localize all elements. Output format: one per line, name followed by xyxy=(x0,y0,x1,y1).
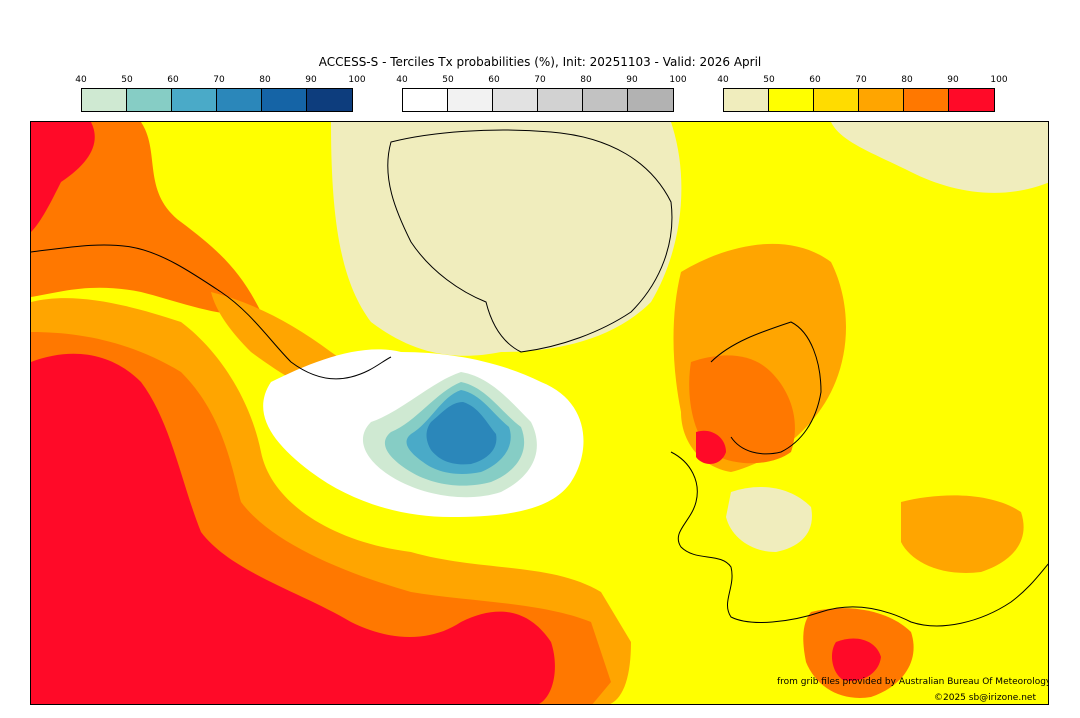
colorbar-near-normal: 40 50 60 70 80 90 100 xyxy=(396,75,687,115)
colorbar-tick: 40 xyxy=(75,75,87,85)
colorbar-swatch xyxy=(82,89,127,111)
colorbar-tick: 80 xyxy=(259,75,271,85)
colorbar-tick: 60 xyxy=(809,75,821,85)
colorbar-tick: 90 xyxy=(626,75,638,85)
colorbar-swatch xyxy=(904,89,949,111)
colorbar-tick: 70 xyxy=(855,75,867,85)
colorbar-below-normal: 40 50 60 70 80 90 100 xyxy=(75,75,366,115)
colorbar-tick: 60 xyxy=(488,75,500,85)
field-90-100-norway xyxy=(696,430,726,464)
colorbar-ticks: 40 50 60 70 80 90 100 xyxy=(396,75,686,88)
colorbar-tick: 100 xyxy=(348,75,366,85)
colorbar-swatch xyxy=(172,89,217,111)
colorbar-tick: 80 xyxy=(580,75,592,85)
colorbar-swatches xyxy=(723,88,995,112)
field-90-100-sw xyxy=(31,353,555,704)
field-80-90-nw xyxy=(31,122,261,315)
colorbar-swatches xyxy=(81,88,353,112)
colorbar-swatch xyxy=(217,89,262,111)
field-40-50-central-europe xyxy=(726,487,812,552)
coastline-scandinavia xyxy=(710,321,822,455)
colorbar-swatch xyxy=(628,89,673,111)
colorbar-tick: 100 xyxy=(669,75,687,85)
probability-map[interactable]: from grib files provided by Australian B… xyxy=(30,121,1049,705)
colorbar-swatch xyxy=(307,89,352,111)
colorbar-tick: 80 xyxy=(901,75,913,85)
colorbar-swatch xyxy=(814,89,859,111)
colorbar-swatch xyxy=(493,89,538,111)
colorbar-tick: 90 xyxy=(305,75,317,85)
colorbar-swatch xyxy=(127,89,172,111)
map-canvas xyxy=(31,122,1048,704)
map-title: ACCESS-S - Terciles Tx probabilities (%)… xyxy=(318,55,762,69)
colorbar-swatch xyxy=(448,89,493,111)
coastline-canada xyxy=(31,244,392,380)
colorbar-tick: 90 xyxy=(947,75,959,85)
field-40-50-greenland xyxy=(331,122,682,356)
colorbar-swatch xyxy=(769,89,814,111)
colorbar-swatch xyxy=(262,89,307,111)
colorbar-swatch xyxy=(538,89,583,111)
colorbar-tick: 100 xyxy=(990,75,1008,85)
colorbar-tick: 40 xyxy=(717,75,729,85)
field-below-70-80 xyxy=(426,402,497,465)
field-90-100-nw xyxy=(31,122,95,232)
colorbar-swatch xyxy=(949,89,994,111)
source-credit: from grib files provided by Australian B… xyxy=(777,677,1049,687)
field-90-100-med xyxy=(831,638,881,681)
colorbar-ticks: 40 50 60 70 80 90 100 xyxy=(717,75,1007,88)
copyright-credit: ©2025 sb@irizone.net xyxy=(934,693,1036,703)
colorbar-tick: 70 xyxy=(534,75,546,85)
coastline-greenland xyxy=(387,129,673,353)
colorbar-tick: 70 xyxy=(213,75,225,85)
coastline-europe xyxy=(670,451,1048,627)
colorbar-above-normal: 40 50 60 70 80 90 100 xyxy=(717,75,1008,115)
field-70-80-east xyxy=(901,495,1024,573)
colorbar-swatch xyxy=(724,89,769,111)
colorbar-tick: 50 xyxy=(763,75,775,85)
colorbar-swatch xyxy=(859,89,904,111)
colorbar-swatch xyxy=(583,89,628,111)
colorbar-swatches xyxy=(402,88,674,112)
colorbar-ticks: 40 50 60 70 80 90 100 xyxy=(75,75,365,88)
colorbar-tick: 50 xyxy=(121,75,133,85)
colorbar-tick: 60 xyxy=(167,75,179,85)
colorbar-swatch xyxy=(403,89,448,111)
colorbar-tick: 50 xyxy=(442,75,454,85)
field-40-50-russia xyxy=(831,122,1048,193)
colorbar-tick: 40 xyxy=(396,75,408,85)
